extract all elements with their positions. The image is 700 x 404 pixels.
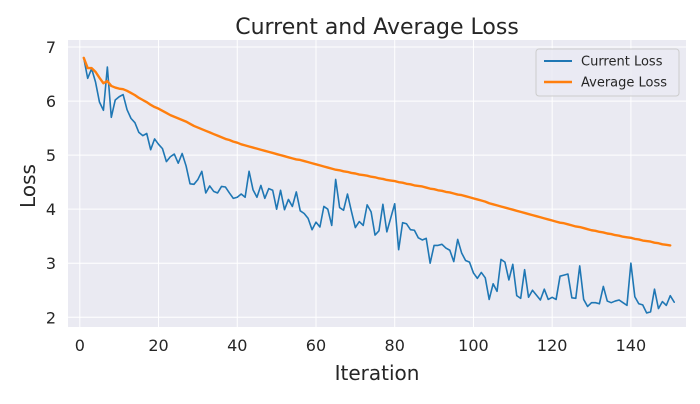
y-axis-label: Loss [16,164,40,208]
average-loss-line [82,56,672,247]
x-tick-label: 0 [75,336,85,355]
y-tick-label: 7 [46,38,56,57]
x-tick-label: 20 [148,336,168,355]
y-tick-label: 3 [46,254,56,273]
series-lines [82,56,675,314]
x-tick-label: 120 [537,336,568,355]
x-tick-label: 80 [385,336,405,355]
legend-average-label: Average Loss [581,76,667,91]
y-tick-label: 4 [46,200,56,219]
x-tick-label: 100 [458,336,489,355]
y-tick-label: 5 [46,146,56,165]
current-loss-line [82,57,675,314]
y-tick-label: 2 [46,308,56,327]
legend: Current Loss Average Loss [535,48,680,97]
x-axis-label: Iteration [335,361,420,385]
y-tick-label: 6 [46,92,56,111]
tick-labels: 0 20 40 60 80 100 120 140 2 3 4 5 6 7 [46,38,646,355]
x-tick-label: 40 [227,336,247,355]
x-tick-label: 60 [306,336,326,355]
chart-title: Current and Average Loss [235,15,519,40]
x-tick-label: 140 [616,336,647,355]
legend-current-label: Current Loss [581,55,663,70]
